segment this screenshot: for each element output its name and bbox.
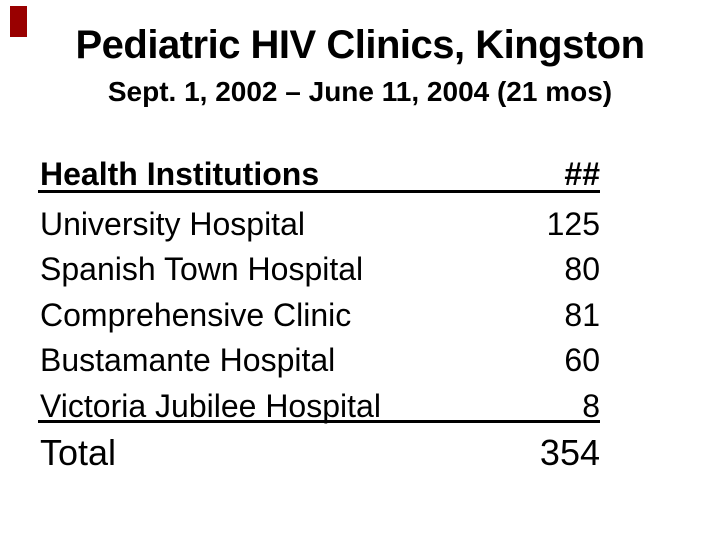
- institution-name: University Hospital: [40, 206, 305, 242]
- institution-count: 81: [564, 296, 600, 333]
- table-row: Comprehensive Clinic 81: [40, 299, 600, 344]
- table-body: University Hospital 125 Spanish Town Hos…: [40, 208, 600, 435]
- institution-name: Spanish Town Hospital: [40, 251, 364, 288]
- table-row: Bustamante Hospital 60: [40, 344, 600, 389]
- institution-name: Victoria Jubilee Hospital: [40, 387, 381, 424]
- slide-subtitle: Sept. 1, 2002 – June 11, 2004 (21 mos): [107, 76, 613, 107]
- table-row: Victoria Jubilee Hospital 8: [40, 387, 600, 435]
- table-header-row: Health Institutions ##: [40, 158, 600, 190]
- institution-count: 8: [582, 387, 600, 424]
- table-header-institutions: Health Institutions: [40, 156, 320, 192]
- total-label: Total: [40, 432, 117, 473]
- institution-name: Bustamante Hospital: [40, 342, 336, 379]
- table-header-count: ##: [564, 156, 600, 192]
- institution-count: 125: [546, 206, 600, 242]
- corner-bookmark-mark: [10, 6, 27, 37]
- subtotal-underline: [38, 420, 600, 423]
- table-total-row: Total 354: [40, 435, 600, 471]
- institution-count: 60: [564, 342, 600, 379]
- table-row: Spanish Town Hospital 80: [40, 253, 600, 298]
- slide-title: Pediatric HIV Clinics, Kingston: [75, 23, 645, 67]
- table-row: University Hospital 125: [40, 208, 600, 253]
- header-underline: [38, 190, 600, 193]
- total-count: 354: [539, 432, 600, 473]
- institution-count: 80: [564, 251, 600, 288]
- institution-name: Comprehensive Clinic: [40, 296, 352, 333]
